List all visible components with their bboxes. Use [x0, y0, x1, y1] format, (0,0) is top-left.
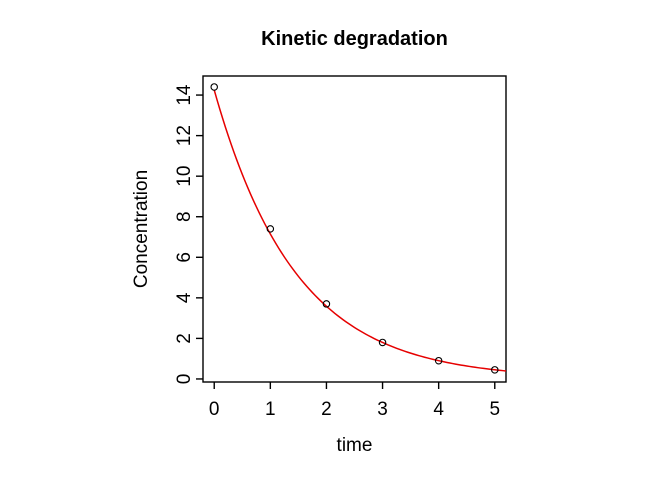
data-point	[210, 83, 218, 91]
x-tick-label: 3	[377, 399, 388, 420]
y-tick-label: 0	[174, 374, 195, 385]
x-tick-label: 1	[265, 399, 276, 420]
y-tick-label: 12	[174, 125, 195, 146]
y-tick-label: 6	[174, 252, 195, 263]
y-tick-label: 4	[174, 292, 195, 303]
fitted-curve	[213, 89, 507, 372]
y-tick-label: 8	[174, 211, 195, 222]
data-point	[491, 366, 499, 374]
y-axis-label: Concentration	[131, 170, 152, 288]
x-axis-ticks	[213, 382, 496, 389]
data-points	[210, 83, 499, 374]
x-tick-label: 0	[209, 399, 220, 420]
x-axis-tick-labels: 0 1 2 3 4 5	[209, 399, 500, 420]
y-axis-tick-labels: 0 2 4 6 8 10 12 14	[174, 84, 195, 384]
y-tick-label: 14	[174, 84, 195, 106]
chart-title: Kinetic degradation	[261, 28, 448, 50]
y-axis-ticks	[196, 94, 203, 380]
x-tick-label: 4	[433, 399, 444, 420]
x-axis-label: time	[337, 435, 373, 456]
data-point	[266, 225, 275, 233]
plot-box	[202, 75, 507, 383]
data-point	[322, 300, 331, 308]
y-tick-label: 2	[174, 333, 195, 344]
x-tick-label: 5	[489, 399, 500, 420]
data-point	[378, 338, 387, 347]
x-tick-label: 2	[321, 399, 332, 420]
data-point	[434, 356, 443, 365]
y-tick-label: 10	[174, 166, 195, 187]
